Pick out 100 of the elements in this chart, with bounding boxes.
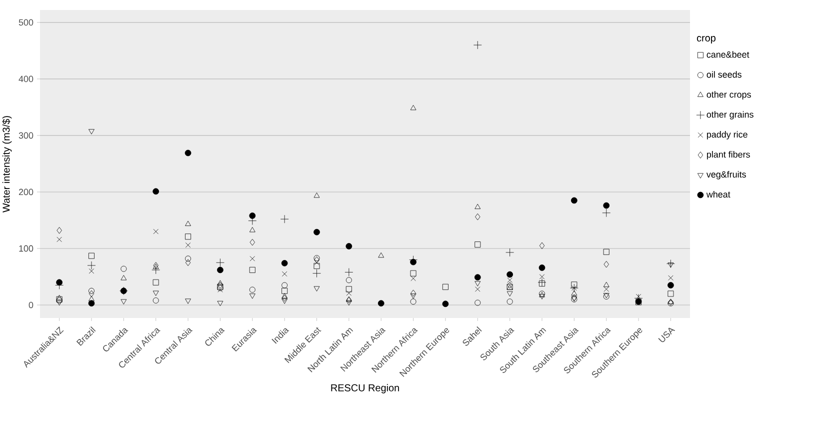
point (56, 227, 62, 234)
point (250, 238, 255, 246)
y-tick-label: 300 (18, 132, 34, 139)
point (410, 290, 416, 297)
legend-label: paddy rice (706, 131, 748, 140)
point (282, 271, 288, 277)
point (185, 234, 192, 240)
point (185, 259, 191, 266)
point (474, 204, 481, 210)
point (506, 291, 513, 297)
point (539, 294, 545, 300)
point (668, 298, 674, 304)
point (185, 220, 191, 226)
y-tick-label: 400 (18, 76, 34, 82)
point (668, 275, 674, 280)
point (152, 266, 160, 274)
point (88, 252, 94, 259)
point (314, 192, 320, 198)
point (281, 260, 288, 266)
point (602, 208, 611, 218)
point (250, 256, 255, 262)
legend-label: other grains (706, 111, 754, 120)
point (282, 288, 288, 294)
point (474, 281, 481, 286)
point (410, 104, 416, 110)
point (249, 212, 256, 219)
point (346, 286, 352, 292)
point (88, 300, 95, 306)
point (410, 298, 416, 305)
point (603, 282, 610, 288)
point (506, 271, 513, 278)
point (668, 282, 674, 288)
x-tick-label: USA (658, 328, 676, 342)
point (314, 286, 320, 292)
point (604, 286, 609, 292)
point (218, 282, 223, 289)
point (152, 297, 159, 304)
point (410, 258, 416, 266)
point (410, 294, 416, 299)
point (249, 266, 256, 273)
point (218, 287, 223, 292)
point (346, 300, 352, 306)
point (87, 261, 96, 270)
point (282, 293, 288, 298)
point (88, 296, 94, 302)
y-tick-label: 200 (18, 188, 34, 196)
point (152, 290, 159, 296)
point (346, 243, 352, 250)
point (249, 286, 256, 293)
legend-label: other crops (706, 91, 751, 100)
point (217, 266, 224, 274)
point (539, 242, 545, 250)
point (410, 270, 416, 276)
y-tick-label: 500 (18, 19, 34, 26)
point (507, 282, 512, 289)
point (474, 242, 481, 248)
point (153, 228, 158, 234)
legend-label: cane&beet (706, 51, 750, 58)
point (56, 294, 62, 300)
point (475, 286, 480, 292)
point (474, 300, 481, 306)
point (571, 282, 578, 288)
point (668, 262, 674, 268)
point (185, 298, 191, 304)
point (185, 242, 191, 248)
point (120, 266, 127, 272)
y-tick-label: 0 (28, 302, 34, 308)
point (314, 263, 320, 269)
point (666, 260, 675, 268)
legend-label: plant fibers (706, 151, 750, 160)
point (314, 228, 320, 236)
point (442, 300, 449, 308)
point (603, 248, 610, 255)
point (572, 294, 577, 302)
point (88, 129, 94, 134)
point (56, 279, 62, 286)
legend-label: veg&fruits (706, 170, 746, 180)
point (282, 298, 288, 304)
point (378, 252, 384, 258)
point (473, 40, 482, 50)
point (346, 290, 352, 296)
point (314, 260, 320, 266)
x-axis-title: RESCU Region (331, 384, 399, 394)
point (570, 197, 578, 204)
point (152, 188, 160, 195)
point (312, 269, 321, 278)
point (442, 284, 448, 290)
point (152, 279, 159, 286)
point (604, 260, 609, 268)
point (410, 276, 416, 282)
point (280, 214, 289, 224)
point (56, 300, 62, 306)
point (474, 274, 481, 280)
y-tick-label: 100 (19, 245, 34, 252)
point (185, 256, 192, 262)
point (88, 290, 94, 298)
point (668, 290, 674, 297)
y-axis-title: Water intensity (m3/$) (2, 116, 12, 212)
point (314, 255, 320, 262)
point (184, 150, 192, 156)
